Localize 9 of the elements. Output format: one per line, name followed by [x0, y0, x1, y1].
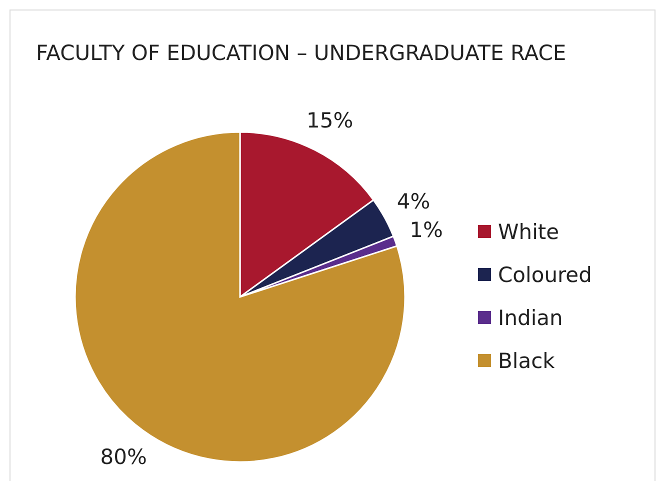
legend-label: Black — [498, 349, 556, 373]
data-label: 4% — [396, 190, 430, 214]
legend-label: White — [498, 220, 560, 244]
data-label: 1% — [410, 218, 443, 242]
legend-label: Indian — [498, 306, 563, 330]
data-label: 80% — [100, 445, 147, 470]
legend-label: Coloured — [498, 263, 592, 287]
chart-title: FACULTY OF EDUCATION – UNDERGRADUATE RACE — [36, 41, 566, 65]
data-label: 15% — [306, 108, 354, 133]
